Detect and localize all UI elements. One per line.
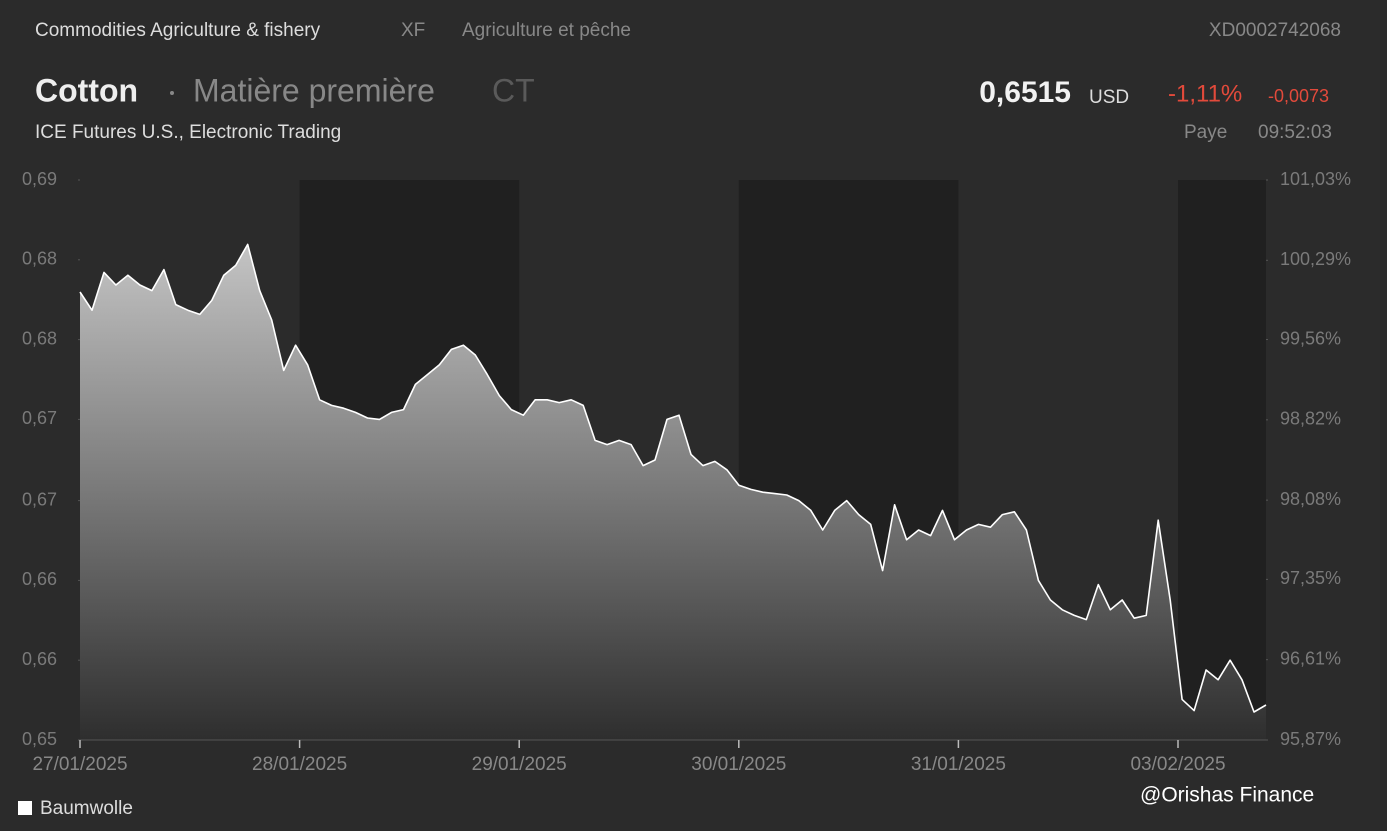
price: 0,6515 bbox=[979, 76, 1071, 109]
y2-tick-label: 99,56% bbox=[1280, 328, 1341, 348]
legend-label: Baumwolle bbox=[40, 798, 133, 819]
market: ICE Futures U.S., Electronic Trading bbox=[35, 122, 341, 143]
x-tick-label: 29/01/2025 bbox=[472, 754, 567, 775]
currency: USD bbox=[1089, 87, 1129, 108]
x-tick-label: 03/02/2025 bbox=[1130, 754, 1225, 775]
y2-tick-label: 98,08% bbox=[1280, 489, 1341, 509]
change-pct: -1,11% bbox=[1168, 80, 1242, 107]
y-tick-label: 0,65 bbox=[22, 729, 57, 749]
x-tick-label: 28/01/2025 bbox=[252, 754, 347, 775]
x-tick-label: 31/01/2025 bbox=[911, 754, 1006, 775]
y2-tick-label: 95,87% bbox=[1280, 729, 1341, 749]
x-tick-label: 27/01/2025 bbox=[32, 754, 127, 775]
y2-tick-label: 97,35% bbox=[1280, 568, 1341, 588]
y2-tick-label: 101,03% bbox=[1280, 169, 1351, 189]
time: 09:52:03 bbox=[1258, 122, 1332, 143]
watermark: @Orishas Finance bbox=[1140, 784, 1314, 807]
price-line bbox=[79, 243, 1267, 713]
y2-tick-label: 100,29% bbox=[1280, 249, 1351, 269]
x-tick-label: 30/01/2025 bbox=[691, 754, 786, 775]
y2-tick-label: 98,82% bbox=[1280, 409, 1341, 429]
y-tick-label: 0,68 bbox=[22, 249, 57, 269]
sector: Agriculture et pêche bbox=[462, 20, 631, 41]
exchange: XF bbox=[401, 20, 425, 41]
breadcrumb[interactable]: Commodities Agriculture & fishery bbox=[35, 20, 321, 41]
legend-swatch bbox=[18, 801, 32, 815]
session-band bbox=[1178, 180, 1266, 740]
y-tick-label: 0,66 bbox=[22, 649, 57, 669]
isin: XD0002742068 bbox=[1209, 20, 1341, 41]
y-tick-label: 0,68 bbox=[22, 328, 57, 348]
instrument-name: Cotton bbox=[35, 72, 138, 108]
y2-tick-label: 96,61% bbox=[1280, 648, 1341, 668]
change-abs: -0,0073 bbox=[1268, 86, 1329, 106]
y-tick-label: 0,69 bbox=[22, 169, 57, 189]
y-tick-label: 0,67 bbox=[22, 489, 57, 509]
y-tick-label: 0,66 bbox=[22, 569, 57, 589]
y-tick-label: 0,67 bbox=[22, 408, 57, 428]
separator bbox=[170, 91, 174, 95]
instrument-kind: Matière première bbox=[193, 72, 435, 108]
area-fill bbox=[80, 244, 1266, 740]
symbol: CT bbox=[492, 72, 535, 108]
status: Paye bbox=[1184, 122, 1227, 143]
